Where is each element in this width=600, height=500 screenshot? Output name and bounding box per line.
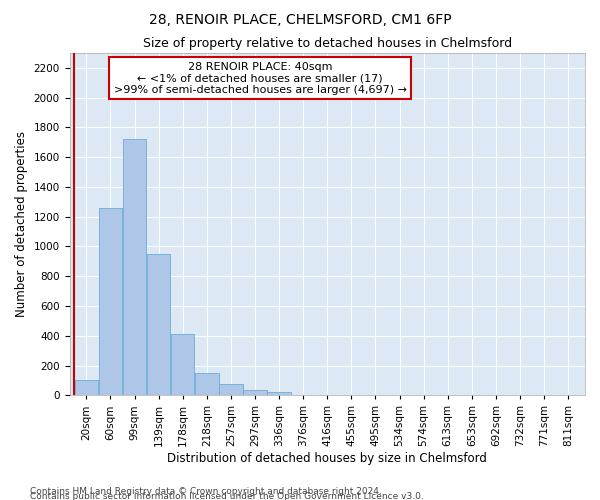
Text: Contains public sector information licensed under the Open Government Licence v3: Contains public sector information licen… [30,492,424,500]
Text: 28 RENOIR PLACE: 40sqm
← <1% of detached houses are smaller (17)
>99% of semi-de: 28 RENOIR PLACE: 40sqm ← <1% of detached… [114,62,407,95]
Bar [171,334,194,396]
Bar [219,384,242,396]
Text: Contains HM Land Registry data © Crown copyright and database right 2024.: Contains HM Land Registry data © Crown c… [30,486,382,496]
Y-axis label: Number of detached properties: Number of detached properties [15,131,28,317]
Bar [244,390,266,396]
Bar [123,140,146,396]
Title: Size of property relative to detached houses in Chelmsford: Size of property relative to detached ho… [143,38,512,51]
Bar [147,254,170,396]
X-axis label: Distribution of detached houses by size in Chelmsford: Distribution of detached houses by size … [167,452,487,465]
Bar [195,373,218,396]
Text: 28, RENOIR PLACE, CHELMSFORD, CM1 6FP: 28, RENOIR PLACE, CHELMSFORD, CM1 6FP [149,12,451,26]
Bar [75,380,98,396]
Bar [99,208,122,396]
Bar [268,392,291,396]
